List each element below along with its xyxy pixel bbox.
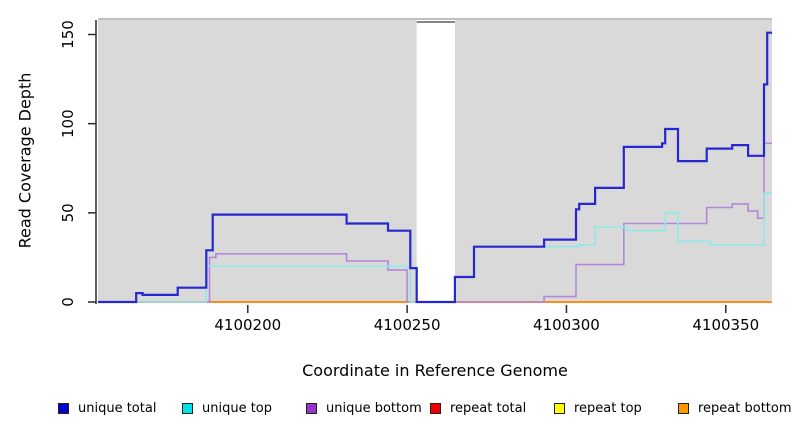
legend-label: unique bottom bbox=[326, 400, 422, 416]
y-tick-label: 100 bbox=[59, 109, 77, 138]
y-tick-label: 0 bbox=[59, 297, 77, 307]
legend-label: repeat bottom bbox=[698, 400, 792, 416]
x-tick-label: 4100350 bbox=[692, 316, 759, 334]
y-axis-title: Read Coverage Depth bbox=[15, 72, 35, 249]
series-unique-bottom-line bbox=[98, 142, 772, 303]
legend-item-unique-total: unique total bbox=[58, 398, 156, 418]
series-unique-total-line bbox=[98, 31, 772, 304]
legend-item-repeat-bottom: repeat bottom bbox=[678, 398, 792, 418]
x-tick-label: 4100200 bbox=[214, 316, 281, 334]
legend: unique total unique top unique bottom repea… bbox=[0, 398, 792, 420]
legend-swatch-repeat-total bbox=[430, 402, 441, 414]
x-axis-title: Coordinate in Reference Genome bbox=[302, 361, 568, 380]
legend-label: unique top bbox=[202, 400, 273, 416]
legend-item-unique-top: unique top bbox=[182, 398, 272, 418]
legend-label: unique total bbox=[78, 400, 157, 416]
missing-data-gap bbox=[416, 20, 455, 303]
legend-label: repeat total bbox=[450, 400, 527, 416]
legend-swatch-repeat-bottom bbox=[678, 402, 689, 414]
legend-label: repeat top bbox=[574, 400, 642, 416]
legend-swatch-unique-top bbox=[182, 402, 193, 414]
x-tick-label: 4100250 bbox=[374, 316, 441, 334]
y-tick-label: 50 bbox=[59, 203, 77, 222]
legend-item-repeat-total: repeat total bbox=[430, 398, 526, 418]
legend-item-unique-bottom: unique bottom bbox=[306, 398, 422, 418]
y-tick-label: 150 bbox=[59, 20, 77, 49]
legend-swatch-unique-bottom bbox=[306, 402, 317, 414]
series-unique-top-line bbox=[98, 192, 772, 303]
legend-swatch-unique-total bbox=[58, 402, 69, 414]
x-tick-label: 4100300 bbox=[533, 316, 600, 334]
legend-item-repeat-top: repeat top bbox=[554, 398, 642, 418]
legend-swatch-repeat-top bbox=[554, 402, 565, 414]
